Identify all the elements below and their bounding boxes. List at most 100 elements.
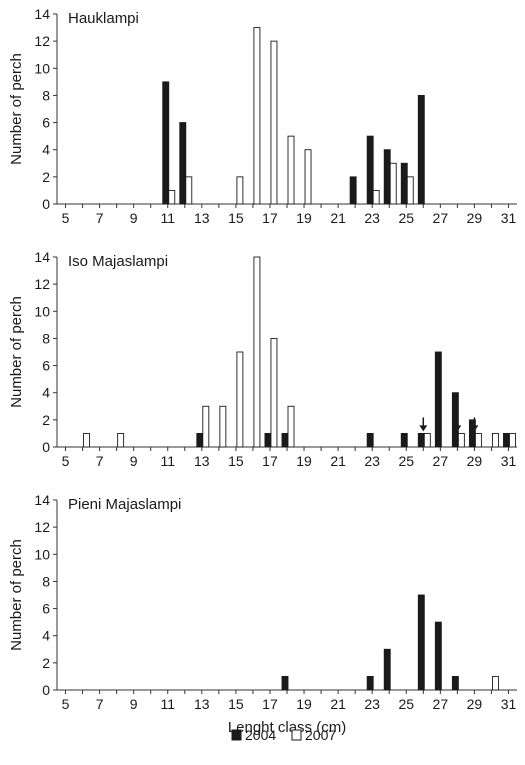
y-tick-label: 0 xyxy=(42,439,50,455)
arrow-marker xyxy=(470,417,479,432)
x-tick-label: 7 xyxy=(96,210,104,226)
bar-2004 xyxy=(162,81,170,205)
bar-2007 xyxy=(236,176,244,205)
y-axis-title: Number of perch xyxy=(8,53,25,165)
x-tick-label: 21 xyxy=(330,453,346,469)
bar-2004 xyxy=(281,432,289,448)
bar-2007 xyxy=(253,27,261,205)
x-tick-label: 9 xyxy=(130,696,138,712)
y-axis-title: Number of perch xyxy=(8,539,25,651)
bar-2004 xyxy=(349,176,357,205)
x-tick-label: 31 xyxy=(501,210,517,226)
x-tick-label: 23 xyxy=(364,453,380,469)
x-tick-label: 27 xyxy=(433,696,449,712)
x-tick-label: 19 xyxy=(296,210,312,226)
y-tick-label: 2 xyxy=(42,412,50,428)
y-tick-label: 2 xyxy=(42,655,50,671)
x-tick-label: 15 xyxy=(228,696,244,712)
bar-2007 xyxy=(406,176,414,205)
y-tick-label: 6 xyxy=(42,601,50,617)
x-tick-label: 23 xyxy=(364,696,380,712)
bar-2007 xyxy=(168,189,176,205)
bar-2007 xyxy=(474,432,482,448)
bar-2007 xyxy=(185,176,193,205)
arrow-marker xyxy=(419,417,428,432)
bar-2007 xyxy=(287,135,295,205)
bar-2007 xyxy=(304,149,312,205)
bar-2007 xyxy=(287,405,295,448)
bar-2004 xyxy=(366,675,374,691)
x-tick-label: 27 xyxy=(433,453,449,469)
y-tick-label: 4 xyxy=(42,142,50,158)
x-tick-label: 29 xyxy=(467,453,483,469)
y-tick-label: 4 xyxy=(42,385,50,401)
bar-2007 xyxy=(457,432,465,448)
bar-2007 xyxy=(236,351,244,448)
bar-2004 xyxy=(417,594,425,691)
y-tick-label: 6 xyxy=(42,115,50,131)
y-tick-label: 14 xyxy=(34,249,50,265)
x-tick-label: 7 xyxy=(96,453,104,469)
x-tick-label: 31 xyxy=(501,696,517,712)
arrow-head xyxy=(470,425,479,432)
panel-title: Hauklampi xyxy=(68,10,139,27)
bar-2004 xyxy=(434,621,442,691)
bar-2007 xyxy=(509,432,516,448)
bar-2004 xyxy=(264,432,272,448)
bar-2007 xyxy=(389,162,397,205)
y-tick-label: 14 xyxy=(34,6,50,22)
bar-2007 xyxy=(491,675,499,691)
x-tick-label: 17 xyxy=(262,696,278,712)
y-tick-label: 0 xyxy=(42,682,50,698)
y-tick-label: 8 xyxy=(42,87,50,103)
y-tick-label: 10 xyxy=(34,303,50,319)
x-tick-label: 13 xyxy=(194,210,210,226)
bar-2007 xyxy=(202,405,210,448)
legend-swatch-2007 xyxy=(291,729,302,741)
y-tick-label: 12 xyxy=(34,33,50,49)
bar-2004 xyxy=(281,675,289,691)
y-tick-label: 14 xyxy=(34,492,50,508)
x-tick-label: 15 xyxy=(228,453,244,469)
bar-2004 xyxy=(503,432,510,448)
x-tick-label: 21 xyxy=(330,696,346,712)
legend-label-2004: 2004 xyxy=(245,727,276,743)
bar-2004 xyxy=(366,432,374,448)
x-tick-label: 5 xyxy=(62,696,70,712)
y-tick-label: 10 xyxy=(34,546,50,562)
x-tick-label: 25 xyxy=(398,453,414,469)
y-tick-label: 10 xyxy=(34,60,50,76)
bar-2004 xyxy=(400,162,408,205)
legend: 2004 2007 xyxy=(231,727,336,743)
x-axis-title: Lenght class (cm) xyxy=(228,719,346,736)
x-tick-label: 13 xyxy=(194,696,210,712)
panel-title: Pieni Majaslampi xyxy=(68,496,181,513)
x-tick-label: 19 xyxy=(296,453,312,469)
x-tick-label: 23 xyxy=(364,210,380,226)
x-tick-label: 25 xyxy=(398,696,414,712)
bar-2004 xyxy=(383,648,391,691)
bar-2007 xyxy=(83,432,91,448)
bar-2007 xyxy=(219,405,227,448)
x-tick-label: 11 xyxy=(160,696,175,712)
bar-2004 xyxy=(179,122,187,205)
x-tick-label: 29 xyxy=(467,210,483,226)
bar-2004 xyxy=(383,149,391,205)
bar-2004 xyxy=(196,432,204,448)
x-tick-label: 17 xyxy=(262,210,278,226)
y-tick-label: 8 xyxy=(42,330,50,346)
bar-2007 xyxy=(270,40,278,205)
x-tick-label: 11 xyxy=(160,453,175,469)
bar-2004 xyxy=(400,432,408,448)
bar-2004 xyxy=(366,135,374,205)
y-tick-label: 4 xyxy=(42,628,50,644)
bar-2007 xyxy=(372,189,380,205)
bar-2004 xyxy=(417,432,425,448)
arrow-marker xyxy=(453,417,462,432)
x-tick-label: 19 xyxy=(296,696,312,712)
x-tick-label: 5 xyxy=(62,453,70,469)
bar-2007 xyxy=(270,337,278,448)
bar-2007 xyxy=(423,432,431,448)
arrow-head xyxy=(419,425,428,432)
bar-2004 xyxy=(451,392,459,448)
